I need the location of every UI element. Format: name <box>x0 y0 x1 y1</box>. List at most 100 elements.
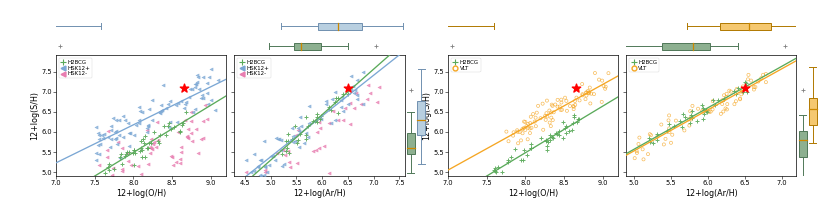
Point <box>201 81 214 85</box>
Point <box>91 143 104 146</box>
Bar <box>417 100 425 135</box>
Legend: H2BCG, VLT: H2BCG, VLT <box>629 58 659 72</box>
Point <box>501 158 515 161</box>
Point <box>147 143 160 146</box>
Point <box>108 130 121 134</box>
Point <box>122 132 135 135</box>
Point <box>140 131 154 134</box>
Point <box>657 143 671 146</box>
Point <box>180 134 193 137</box>
Point <box>748 85 762 89</box>
Point <box>135 172 148 176</box>
Point <box>696 117 710 120</box>
Point <box>266 155 279 158</box>
Point <box>294 124 307 127</box>
Point <box>343 122 356 126</box>
Point <box>240 171 253 174</box>
Point <box>282 149 295 153</box>
Point <box>691 107 705 111</box>
Point <box>146 147 159 150</box>
Point <box>199 103 212 107</box>
Point <box>287 140 300 143</box>
Point <box>731 86 744 90</box>
Point <box>662 119 675 122</box>
Point <box>251 165 264 168</box>
Point <box>183 87 197 90</box>
Point <box>116 167 129 171</box>
Point <box>301 105 315 108</box>
Point <box>567 114 581 117</box>
Point <box>525 147 538 150</box>
Point <box>630 149 643 153</box>
Point <box>209 109 222 112</box>
Point <box>733 97 747 100</box>
Point <box>545 136 558 139</box>
Point <box>154 104 168 107</box>
Point <box>135 156 149 159</box>
Point <box>686 117 699 120</box>
Point <box>662 127 676 130</box>
Point <box>127 163 140 166</box>
Point <box>132 121 145 125</box>
Point <box>332 118 345 122</box>
Point <box>143 146 156 149</box>
Point <box>88 188 102 192</box>
Point <box>272 137 285 141</box>
Point <box>740 90 753 94</box>
Point <box>158 124 171 128</box>
Point <box>292 146 306 149</box>
Point <box>254 159 267 162</box>
Point <box>104 125 117 128</box>
Point <box>314 117 327 121</box>
Point <box>191 73 204 77</box>
Point <box>568 99 582 103</box>
Point <box>572 118 585 121</box>
Point <box>347 91 360 95</box>
Point <box>144 152 157 155</box>
Point <box>684 118 697 121</box>
Point <box>553 105 567 108</box>
Point <box>554 108 567 112</box>
Point <box>200 117 213 120</box>
Point <box>549 131 563 135</box>
Point <box>93 152 106 155</box>
Point <box>362 84 375 87</box>
Point <box>676 125 689 129</box>
Point <box>584 102 597 105</box>
Point <box>290 161 303 164</box>
Point <box>729 100 743 103</box>
Point <box>122 144 135 148</box>
Point <box>526 112 539 116</box>
Point <box>571 120 584 123</box>
Point <box>636 147 649 151</box>
Point <box>695 109 709 113</box>
Point <box>283 166 297 169</box>
Point <box>166 163 179 166</box>
Point <box>291 128 304 131</box>
Point <box>107 116 120 119</box>
Point <box>325 98 339 101</box>
Point <box>309 119 322 122</box>
Point <box>529 124 543 128</box>
Point <box>136 137 150 141</box>
Bar <box>809 98 817 126</box>
Point <box>132 119 145 122</box>
Point <box>540 148 553 152</box>
Point <box>341 93 354 96</box>
Point <box>330 96 343 99</box>
Point <box>138 141 151 144</box>
Point <box>274 138 287 142</box>
Point <box>511 141 525 145</box>
Point <box>141 124 154 127</box>
Point <box>108 137 121 141</box>
Point <box>540 144 553 147</box>
Point <box>728 103 741 106</box>
Point <box>159 133 173 137</box>
Point <box>128 178 141 181</box>
Point <box>133 109 146 112</box>
Point <box>545 103 558 106</box>
Point <box>521 138 534 141</box>
Point <box>121 160 135 163</box>
Point <box>244 170 258 174</box>
Point <box>127 134 140 137</box>
